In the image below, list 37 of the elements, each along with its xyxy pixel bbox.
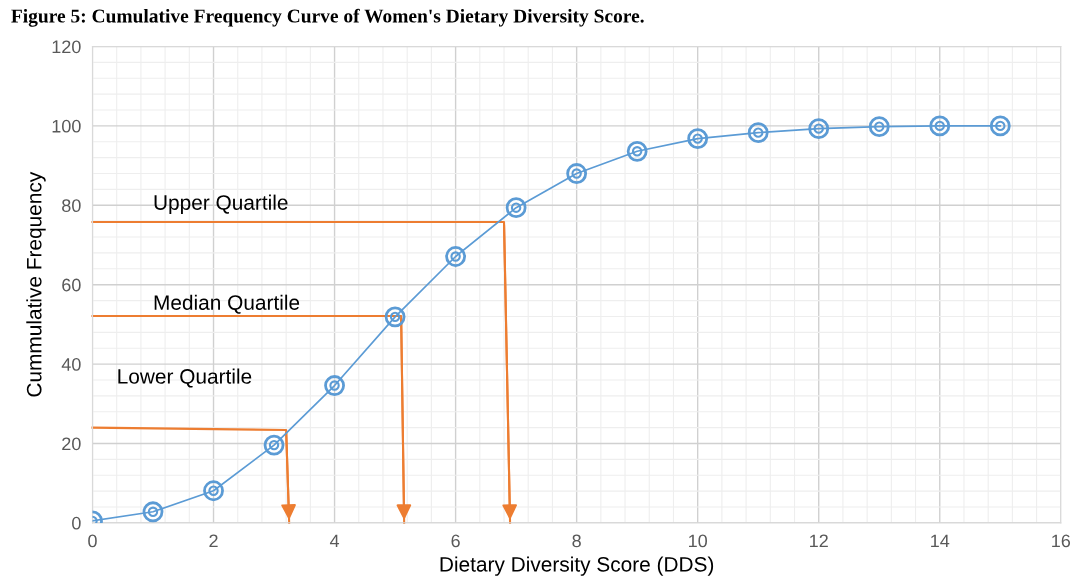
y-tick-label: 0 [72,516,81,530]
x-tick-label: 12 [810,534,828,548]
point [868,116,890,138]
x-tick-label: 14 [931,534,950,548]
point [626,140,648,162]
y-tick-label: 40 [61,358,81,371]
point [445,246,467,267]
x-tick-label: 6 [451,534,460,548]
point [142,501,164,523]
y-tick-label: 120 [52,40,81,54]
series-label: Median Quartile [154,294,300,314]
series-label: Lower Quartile [118,368,252,388]
y-tick-label: 80 [62,199,81,213]
x-axis-title: Dietary Diversity Score (DDS) [440,556,714,576]
chart-title: Figure 5: Cumulative Frequency Curve of Women's Dietary Diversity Score. [11,8,644,27]
point [808,118,830,140]
x-tick-label: 2 [209,534,218,548]
y-tick-label: 100 [52,119,81,133]
x-tick-label: 0 [88,534,97,548]
x-tick-label: 16 [1052,534,1071,548]
y-axis-title: Cummulative Frequency [26,171,46,397]
point [929,115,951,137]
point [989,115,1011,137]
y-tick-label: 20 [62,437,81,451]
point [203,480,224,502]
x-tick-label: 4 [329,534,340,548]
y-tick-label: 60 [62,278,81,292]
point [505,197,527,219]
point [324,375,345,396]
point [384,306,406,328]
point [687,128,709,150]
point [566,163,588,184]
point [747,122,769,144]
series-label: Upper Quartile [154,194,288,215]
x-tick-label: 10 [689,534,708,548]
x-tick-label: 8 [572,534,581,548]
point [263,434,285,456]
